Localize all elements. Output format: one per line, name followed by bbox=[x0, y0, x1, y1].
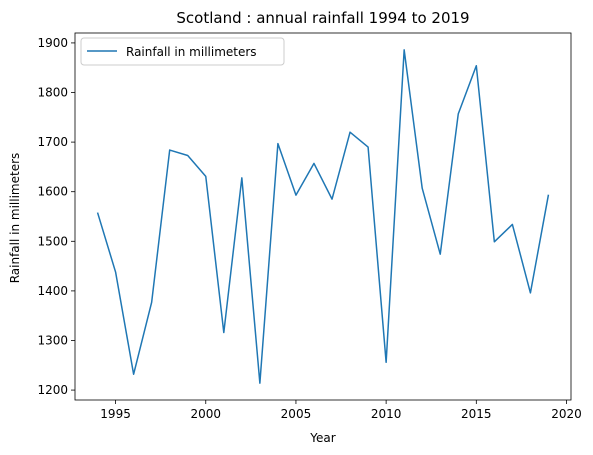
x-axis-ticks: 1995 2000 2005 2010 2015 2020 bbox=[100, 400, 582, 421]
x-tick-label: 2020 bbox=[551, 407, 582, 421]
y-tick-label: 1800 bbox=[37, 86, 68, 100]
y-tick-label: 1300 bbox=[37, 333, 68, 347]
plot-lines bbox=[96, 49, 550, 384]
y-tick-label: 1600 bbox=[37, 185, 68, 199]
y-tick-label: 1500 bbox=[37, 234, 68, 248]
legend-box bbox=[80, 37, 285, 66]
x-tick-label: 2005 bbox=[281, 407, 312, 421]
x-axis-label: Year bbox=[309, 431, 335, 445]
x-tick-label: 2000 bbox=[190, 407, 221, 421]
y-tick-label: 1200 bbox=[37, 383, 68, 397]
y-tick-label: 1700 bbox=[37, 135, 68, 149]
legend: Rainfall in millimeters bbox=[80, 37, 285, 66]
x-tick-label: 1995 bbox=[100, 407, 131, 421]
series-line bbox=[96, 49, 550, 384]
y-axis-label: Rainfall in millimeters bbox=[8, 153, 22, 284]
chart-title: Scotland : annual rainfall 1994 to 2019 bbox=[176, 9, 469, 27]
plot-frame bbox=[74, 32, 572, 401]
legend-entry-label: Rainfall in millimeters bbox=[126, 45, 257, 59]
x-tick-label: 2010 bbox=[371, 407, 402, 421]
x-tick-label: 2015 bbox=[461, 407, 492, 421]
y-tick-label: 1900 bbox=[37, 36, 68, 50]
y-axis-ticks: 1200 1300 1400 1500 1600 1700 1800 1900 bbox=[37, 36, 75, 397]
y-tick-label: 1400 bbox=[37, 284, 68, 298]
